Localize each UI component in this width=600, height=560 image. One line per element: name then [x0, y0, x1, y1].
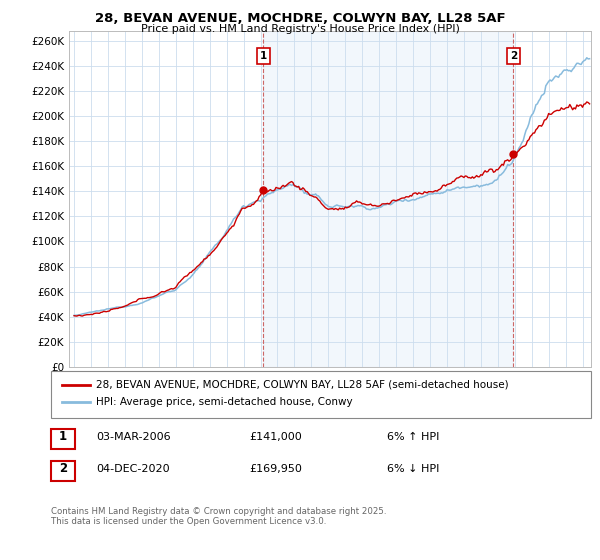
Text: 6% ↑ HPI: 6% ↑ HPI [387, 432, 439, 442]
Text: 04-DEC-2020: 04-DEC-2020 [96, 464, 170, 474]
Text: 2: 2 [59, 462, 67, 475]
Text: 2: 2 [510, 51, 517, 61]
Text: 28, BEVAN AVENUE, MOCHDRE, COLWYN BAY, LL28 5AF: 28, BEVAN AVENUE, MOCHDRE, COLWYN BAY, L… [95, 12, 505, 25]
Text: HPI: Average price, semi-detached house, Conwy: HPI: Average price, semi-detached house,… [96, 396, 353, 407]
Text: Price paid vs. HM Land Registry's House Price Index (HPI): Price paid vs. HM Land Registry's House … [140, 24, 460, 34]
Text: 6% ↓ HPI: 6% ↓ HPI [387, 464, 439, 474]
Text: £141,000: £141,000 [249, 432, 302, 442]
Text: 1: 1 [59, 430, 67, 444]
Text: £169,950: £169,950 [249, 464, 302, 474]
Text: 28, BEVAN AVENUE, MOCHDRE, COLWYN BAY, LL28 5AF (semi-detached house): 28, BEVAN AVENUE, MOCHDRE, COLWYN BAY, L… [96, 380, 509, 390]
Text: Contains HM Land Registry data © Crown copyright and database right 2025.
This d: Contains HM Land Registry data © Crown c… [51, 507, 386, 526]
Bar [263, 31, 514, 367]
Text: 1: 1 [260, 51, 267, 61]
Text: 03-MAR-2006: 03-MAR-2006 [96, 432, 170, 442]
